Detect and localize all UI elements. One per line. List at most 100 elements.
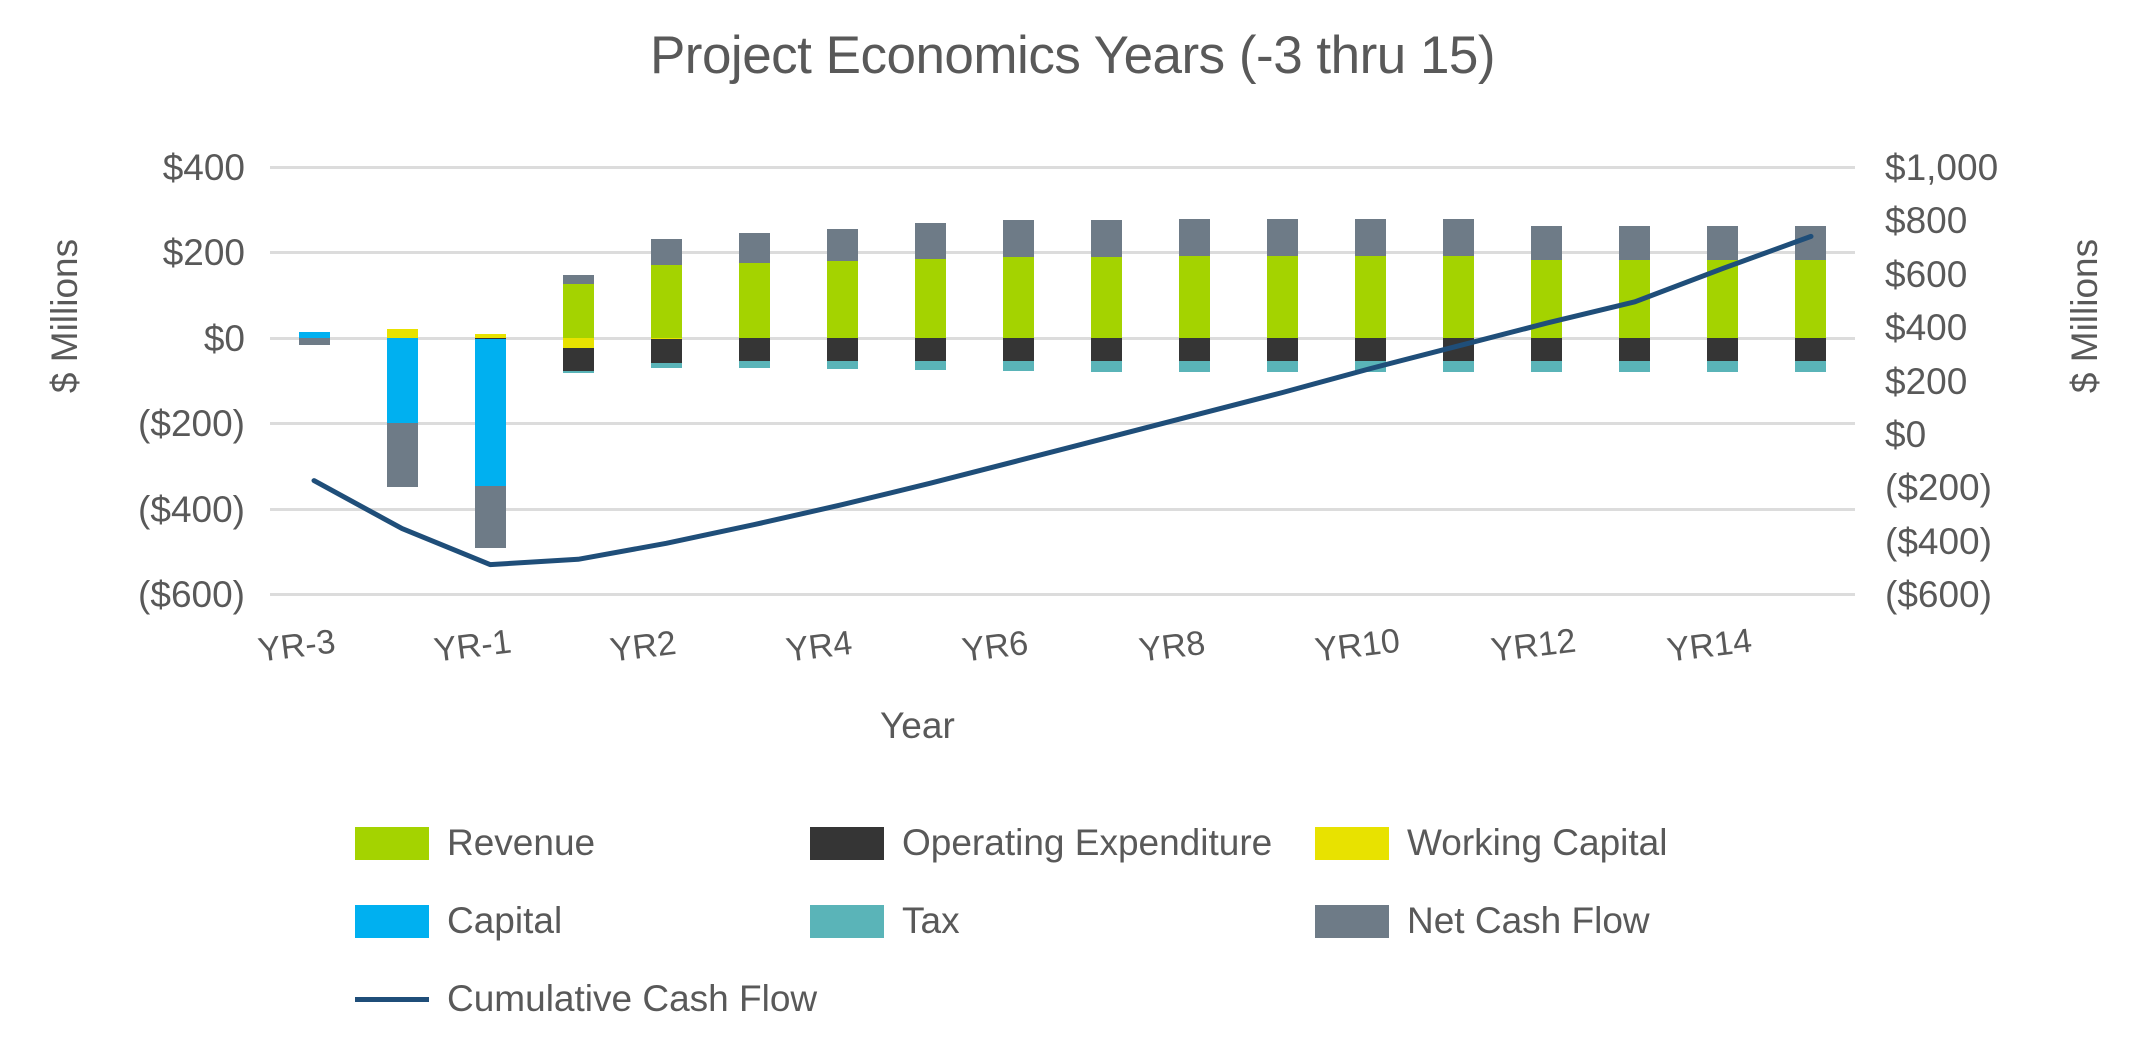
primary-y-tick-label: ($400) [138,488,245,530]
gridline [270,507,1855,511]
bar-segment [1531,361,1563,373]
legend-row: Capital Tax Net Cash Flow [355,893,1675,971]
secondary-y-tick-label: $600 [1885,253,1968,295]
bar-segment [1795,226,1827,260]
x-tick-label: YR6 [960,623,1031,670]
secondary-y-tick-label: $400 [1885,307,1968,349]
bar-segment [474,339,506,487]
secondary-y-tick-label: $1,000 [1885,147,1999,188]
bar-segment [1267,337,1299,362]
bar-segment [1443,255,1475,338]
bar-segment [1179,255,1211,338]
x-tick-label: YR14 [1664,621,1754,670]
bar-segment [1091,220,1123,257]
bar-segment [562,337,594,349]
legend-label: Revenue [447,822,596,863]
bar-segment [1707,226,1739,260]
bar-segment [1707,337,1739,362]
legend-item[interactable]: Operating Expenditure [810,815,1272,871]
bar-segment [1531,337,1563,362]
legend-item[interactable]: Cumulative Cash Flow [355,971,817,1027]
legend-color-swatch-icon [1315,826,1389,860]
bar-segment [1355,337,1387,362]
primary-y-tick-label: $400 [162,147,245,188]
primary-y-tick-label: ($600) [138,574,245,615]
bar-segment [738,361,770,369]
gridline [270,166,1855,169]
cumulative-cash-flow-line [311,233,1814,568]
bar-segment [914,223,946,259]
bar-segment [914,337,946,362]
bar-segment [1179,361,1211,372]
x-tick-label: YR2 [608,623,679,670]
bar-segment [1707,361,1739,373]
bar-segment [474,486,506,549]
bar-segment [1267,255,1299,338]
legend-item[interactable]: Net Cash Flow [1315,893,1650,949]
legend-item[interactable]: Revenue [355,815,595,871]
bar-segment [1002,256,1034,338]
bar-segment [650,362,682,368]
bar-segment [738,263,770,338]
bar-segment [1443,361,1475,373]
bar-segment [914,258,946,338]
bar-segment [650,265,682,338]
legend-label: Capital [447,900,563,941]
gridline [270,593,1855,596]
bar-segment [914,361,946,370]
x-axis-title: Year [880,705,955,746]
legend-item[interactable]: Tax [810,893,960,949]
legend-line-swatch-icon [355,996,429,1002]
legend-label: Cumulative Cash Flow [447,978,818,1019]
secondary-y-tick-label: ($200) [1885,467,1992,509]
bar-segment [298,337,330,346]
bar-segment [562,348,594,371]
secondary-y-tick-label: $0 [1885,413,1927,455]
secondary-y-tick-label: ($600) [1885,574,1992,615]
bar-segment [1443,219,1475,256]
bar-segment [1795,337,1827,362]
bar-segment [1091,361,1123,372]
bar-segment [386,423,418,488]
legend-color-swatch-icon [810,826,884,860]
bar-segment [1002,361,1034,371]
bar-segment [1795,361,1827,373]
bar-segment [1091,337,1123,362]
bar-segment [650,238,682,266]
bar-segment [826,361,858,369]
bar-segment [1179,219,1211,256]
x-tick-label: YR8 [1136,623,1207,670]
legend-label: Operating Expenditure [902,822,1273,863]
bar-segment [826,337,858,362]
legend-color-swatch-icon [355,826,429,860]
bar-segment [562,275,594,285]
legend-row: Revenue Operating Expenditure Working Capi… [355,815,1675,893]
legend-item[interactable]: Capital [355,893,562,949]
bar-segment [562,370,594,373]
bar-segment [474,337,506,340]
legend-label: Tax [902,900,960,941]
legend-item[interactable]: Working Capital [1315,815,1667,871]
bar-segment [1619,361,1651,373]
bar-segment [738,233,770,264]
legend-color-swatch-icon [810,904,884,938]
bar-segment [1619,226,1651,260]
legend-label: Net Cash Flow [1407,900,1650,941]
x-tick-label: YR10 [1312,621,1402,670]
secondary-y-tick-label: $200 [1885,360,1968,402]
legend-label: Working Capital [1407,822,1668,863]
bar-segment [298,331,330,338]
bar-segment [1179,337,1211,362]
bar-segment [1355,219,1387,256]
primary-y-tick-label: $0 [203,317,245,359]
gridline [270,251,1855,255]
x-tick-label: YR4 [784,623,855,670]
secondary-y-tick-label: ($400) [1885,520,1992,562]
chart-title: Project Economics Years (-3 thru 15) [649,26,1496,85]
bar-segment [826,228,858,261]
x-tick-label: YR12 [1488,621,1578,670]
primary-y-tick-label: $200 [162,232,245,274]
bar-segment [386,337,418,424]
x-tick-label: YR-1 [432,622,514,670]
